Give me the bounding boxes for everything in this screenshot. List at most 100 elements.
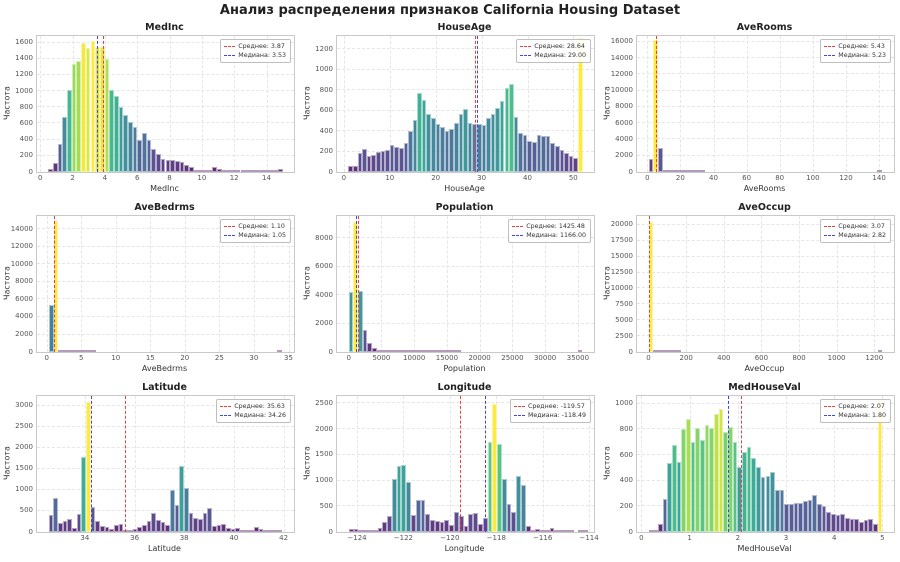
y-tick-label: 600 <box>319 106 333 115</box>
x-tick-label: 20 <box>180 354 190 362</box>
gridline-horizontal <box>637 40 894 42</box>
histogram-bar <box>544 530 550 532</box>
mean-line <box>656 36 658 172</box>
x-tick-label: −122 <box>393 534 413 542</box>
histogram-bar <box>156 519 161 532</box>
histogram-bar <box>686 170 691 172</box>
y-tick-label: 1000 <box>315 476 333 484</box>
y-tick-label: 1000 <box>315 65 333 74</box>
histogram-bar <box>444 520 450 532</box>
x-tick-label: 40 <box>709 174 718 182</box>
histogram-bar <box>454 512 459 532</box>
plot-area: Среднее: 28.64 Медиана: 29.00 0 200 400 600… <box>315 35 595 182</box>
median-line <box>477 36 478 172</box>
y-tick-label: 2000 <box>315 424 333 433</box>
histogram-bar <box>467 122 473 172</box>
gridline-horizontal <box>37 106 294 108</box>
histogram-bar <box>165 525 171 532</box>
gridline-horizontal <box>37 73 294 75</box>
histogram-bar <box>53 497 58 532</box>
y-tick-label: 2000 <box>615 151 633 160</box>
y-tick-label: 1600 <box>15 38 33 46</box>
y-tick-label: 12000 <box>610 69 633 78</box>
legend-median-label: Медиана: 29.00 <box>534 52 586 59</box>
gridline-horizontal <box>37 315 294 317</box>
gridline-vertical <box>150 216 152 352</box>
histogram-bar <box>695 428 700 532</box>
histogram-bar <box>184 164 189 172</box>
histogram-bar <box>845 517 850 532</box>
histogram-bar <box>653 530 658 532</box>
histogram-bar <box>48 168 53 172</box>
legend-median-label: Медиана: 1.05 <box>238 232 286 239</box>
histogram-bar <box>751 457 757 532</box>
subplot-title: HouseAge <box>437 22 492 33</box>
histogram-bar <box>99 46 105 172</box>
plot-area: Среднее: 1425.48 Медиана: 1166.00 0 2000 4… <box>315 215 595 362</box>
histogram-bar <box>802 501 808 532</box>
histogram-bar <box>48 304 54 352</box>
histogram-bar <box>396 465 402 532</box>
x-tick-label: 1200 <box>865 354 884 362</box>
gridline-vertical <box>527 36 529 172</box>
histogram-bar <box>376 349 382 352</box>
y-tick-label: 0 <box>28 347 33 356</box>
legend-mean-label: Среднее: 1425.48 <box>526 223 585 230</box>
histogram-bar <box>414 350 419 352</box>
histogram-bar <box>358 530 364 532</box>
gridline-horizontal <box>37 90 294 91</box>
x-tick-label: 0 <box>341 174 347 182</box>
y-tick-label: 1500 <box>15 464 33 473</box>
gridline-vertical <box>737 396 739 532</box>
histogram-bar <box>198 169 203 172</box>
x-tick-label: 100 <box>806 174 820 182</box>
legend-row-mean: Среднее: 3.07 <box>824 222 886 231</box>
mean-line <box>741 396 743 532</box>
histogram-bar <box>487 442 493 532</box>
histogram-bar <box>472 123 477 172</box>
histogram-bar <box>412 119 418 172</box>
histogram-bar <box>426 113 432 172</box>
gridline-vertical <box>542 396 544 532</box>
histogram-bar <box>240 530 245 532</box>
histogram-bar <box>249 170 255 172</box>
gridline-vertical <box>40 36 42 172</box>
histogram-bar <box>554 146 560 172</box>
histogram-bar <box>463 108 468 172</box>
y-tick-label: 4000 <box>15 312 33 321</box>
histogram-bar <box>156 154 161 172</box>
x-tick-label: 120 <box>839 174 853 182</box>
histogram-bar <box>67 90 72 172</box>
histogram-bar <box>428 350 433 352</box>
histogram-bar <box>859 521 864 532</box>
gridline-horizontal <box>637 239 894 241</box>
x-tick-label: 200 <box>679 354 693 362</box>
histogram-bar <box>277 350 283 352</box>
x-tick-label: 0 <box>639 534 644 542</box>
gridline-horizontal <box>37 263 294 265</box>
histogram-bar <box>165 160 171 172</box>
histogram-bar <box>798 502 803 532</box>
histogram-bar <box>648 530 654 532</box>
histogram-bar <box>118 523 124 532</box>
histogram-bar <box>681 428 686 532</box>
histogram-bar <box>104 526 110 532</box>
mean-line-marker <box>224 226 236 227</box>
histogram-bar <box>486 117 491 172</box>
y-tick-label: 15000 <box>610 252 633 261</box>
gridline-horizontal <box>37 122 294 124</box>
histogram-bar <box>263 170 269 172</box>
histogram-bar <box>385 150 390 172</box>
legend-mean-label: Среднее: 1.10 <box>238 223 285 230</box>
histogram-bar <box>714 413 719 532</box>
histogram-bar <box>497 443 502 532</box>
histogram-bar <box>184 487 189 532</box>
gridline-vertical <box>786 396 787 532</box>
y-tick-label: 800 <box>19 102 33 111</box>
x-tick-label: −124 <box>347 534 367 542</box>
histogram-bar <box>468 513 474 532</box>
histogram-bar <box>577 350 583 352</box>
histogram-bar <box>420 500 426 532</box>
x-axis-label: Longitude <box>444 544 485 553</box>
gridline-horizontal <box>37 425 294 427</box>
